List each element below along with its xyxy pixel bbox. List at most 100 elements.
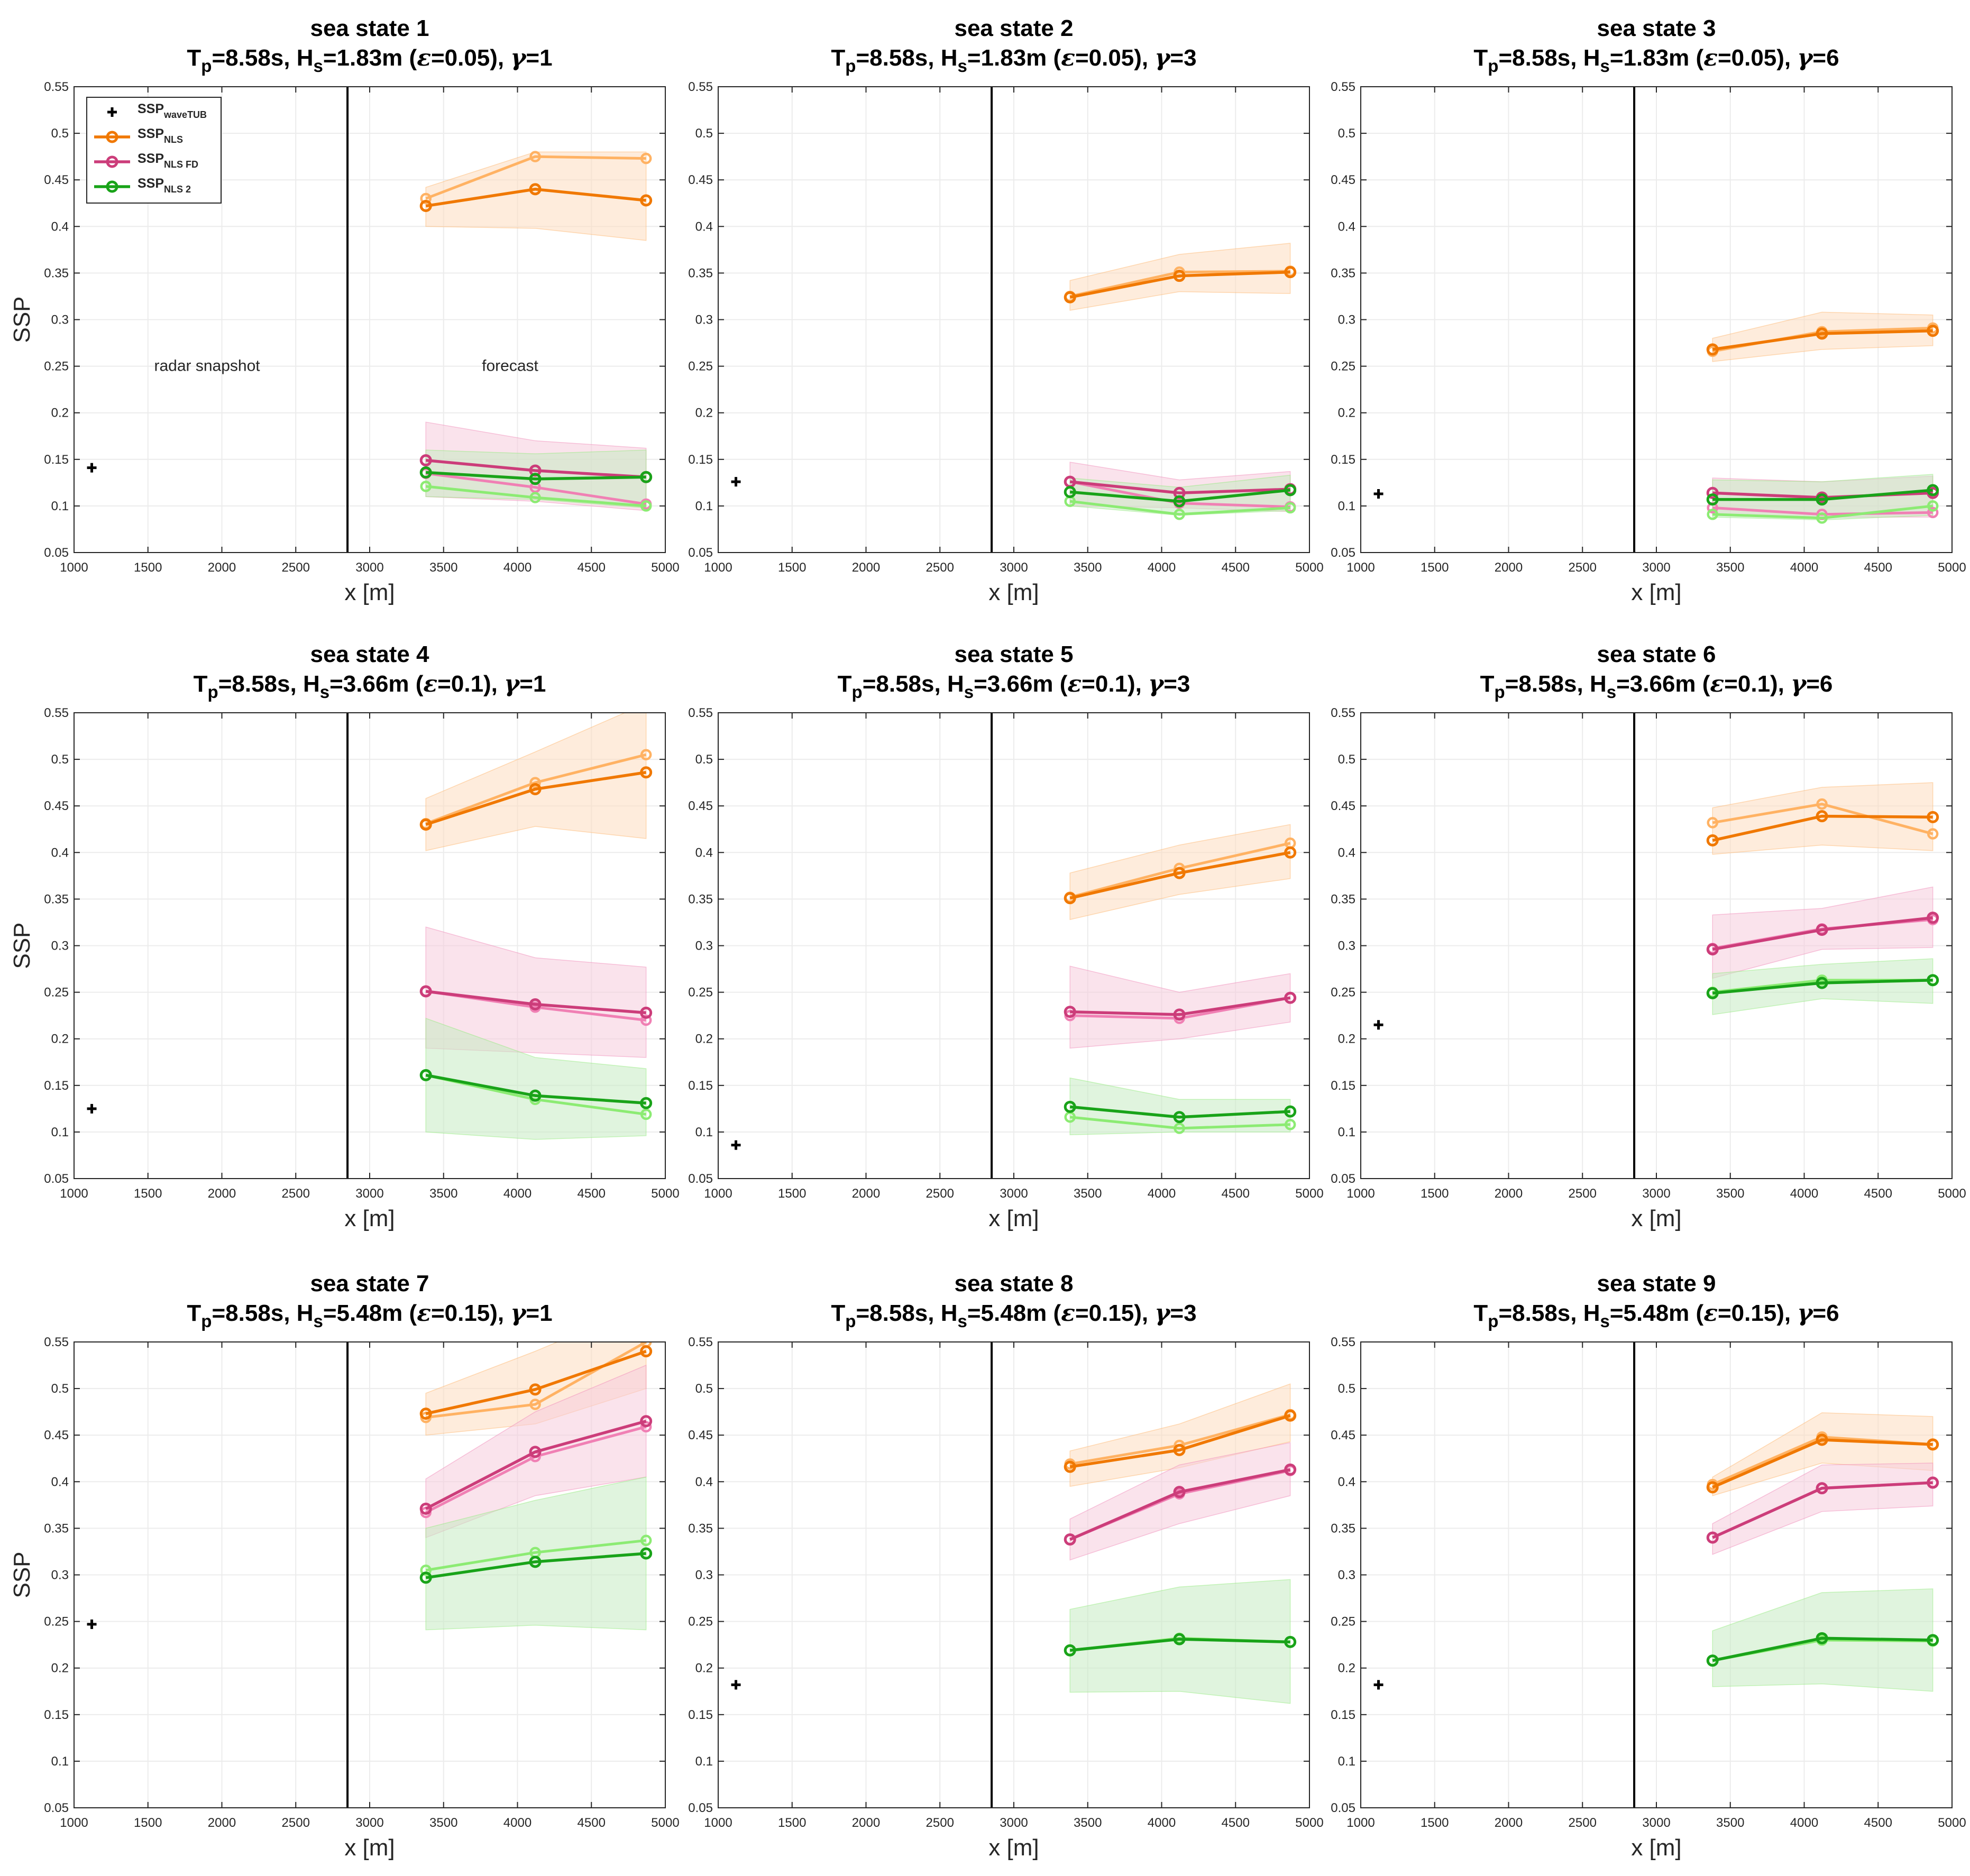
y-tick-label: 0.05 [44,546,69,560]
marker-wavetub [731,477,741,487]
y-tick-label: 0.05 [1331,546,1355,560]
line-nls [425,188,646,208]
marker-nls [1816,327,1828,340]
y-tick-label: 0.55 [1331,80,1355,94]
marker-nls [640,1345,653,1358]
y-tick-label: 0.55 [44,80,69,94]
x-tick-label: 3000 [355,1816,383,1830]
subtitle-tp-symbol: T [187,1300,201,1326]
legend-label-base: SSP [138,151,164,166]
y-tick-label: 0.25 [688,360,713,374]
x-tick-label: 1000 [60,560,88,575]
y-tick-label: 0.4 [51,845,69,860]
y-tick-label: 0.05 [688,546,713,560]
marker-nls [529,183,542,196]
legend-label-base: SSP [138,176,164,191]
x-tick-label: 4500 [1222,560,1250,575]
marker-nls [1064,291,1076,304]
y-tick-label: 0.55 [688,80,713,94]
subtitle-tp-subscript: p [201,1311,212,1331]
marker-nls2 [1173,1633,1186,1645]
x-tick-label: 4500 [578,560,606,575]
marker-nls2-light [1284,1119,1296,1130]
y-tick-label: 0.3 [1338,1568,1355,1583]
legend-label-subscript: NLS FD [164,159,198,170]
x-tick-label: 2500 [926,1187,954,1201]
legend-entry-3: SSPNLS FD [94,151,198,170]
x-tick-label: 5000 [651,560,679,575]
x-tick-label: 1500 [134,1816,162,1830]
y-tick-label: 0.05 [688,1801,713,1815]
subtitle-eps-symbol: ε [1067,670,1082,697]
subtitle-tp-symbol: T [838,671,852,697]
marker-nls2 [1927,484,1939,496]
subplot-8: 1000 1500 2000 2500 3000 3500 4000 4500 5000 0.05… [688,1271,1323,1861]
x-tick-label: 4000 [1148,560,1176,575]
x-tick-label: 2000 [852,1816,880,1830]
subtitle-eps-symbol: ε [1710,670,1724,697]
marker-nls [419,1408,432,1420]
marker-nls-light [1927,828,1939,840]
marker-nls [1284,1409,1297,1422]
marker-nlsfd [640,1006,653,1019]
line-nls [1069,851,1291,900]
legend-entry-4: SSPNLS 2 [94,176,191,195]
x-tick-label: 4000 [503,560,532,575]
x-tick-label: 4000 [1148,1816,1176,1830]
line-nls2 [425,1552,646,1579]
line-nlsfd [1069,1468,1291,1541]
marker-nls [529,783,542,795]
legend-label: SSPwaveTUB [138,102,207,120]
x-tick-label: 4500 [578,1187,606,1201]
subplot-title: sea state 5 [954,641,1073,667]
line-nls2 [1069,1105,1290,1119]
marker-nls2 [1064,485,1076,498]
x-tick-label: 3000 [355,560,383,575]
line-nlsfd [425,1420,647,1510]
x-tick-label: 3000 [1642,1187,1670,1201]
x-tick-label: 2500 [1569,1187,1597,1201]
legend-entry-2: SSPNLS [94,126,183,145]
subtitle-tp-symbol: T [1473,1300,1488,1326]
marker-nls-light [529,151,541,162]
y-tick-label: 0.2 [695,406,713,420]
line-nlsfd [1070,996,1291,1016]
region-label-forecast: forecast [482,357,538,374]
y-tick-label: 0.5 [51,752,69,767]
y-tick-label: 0.3 [695,939,713,953]
marker-nls2-light [1707,509,1718,520]
marker-nls2 [1816,1632,1828,1644]
subtitle-tp-subscript: p [1488,56,1498,76]
line-nls [425,1350,647,1415]
band-nlsfd [1069,1442,1291,1561]
x-tick-label: 5000 [1295,1816,1323,1830]
y-tick-label: 0.55 [688,1335,713,1349]
x-tick-label: 3500 [429,560,457,575]
subtitle-gamma-symbol: γ [1797,44,1813,71]
subplot-title: sea state 4 [310,641,429,667]
marker-nls [1284,266,1297,279]
y-tick-label: 0.45 [1331,173,1355,187]
y-tick-label: 0.15 [44,453,69,467]
band-nls2 [425,1017,647,1140]
y-tick-label: 0.35 [1331,266,1355,280]
subplot-title: sea state 1 [310,15,429,41]
line-nlsfd [425,990,646,1015]
y-tick-label: 0.4 [1338,1475,1355,1489]
subplot-subtitle: Tp=8.58s, Hs=1.83m (ε=0.05), γ=1 [187,44,552,76]
legend-label-subscript: NLS 2 [164,184,191,195]
x-tick-label: 1000 [704,1187,732,1201]
y-tick-label: 0.2 [1338,1032,1355,1046]
marker-nls [1706,1481,1719,1494]
x-tick-label: 1000 [704,560,732,575]
line-nls-light [1712,803,1934,835]
subtitle-eps-value: =0.1), [1724,671,1791,697]
y-tick-label: 0.3 [1338,939,1355,953]
subtitle-hs-subscript: s [320,682,329,702]
legend-circle-icon [106,155,118,168]
subtitle-gamma-value: =6 [1812,1300,1839,1326]
subtitle-hs-value: =5.48m ( [323,1300,417,1326]
x-tick-label: 3000 [355,1187,383,1201]
marker-wavetub [87,1619,97,1629]
subtitle-tp-value: =8.58s, H [212,45,313,71]
